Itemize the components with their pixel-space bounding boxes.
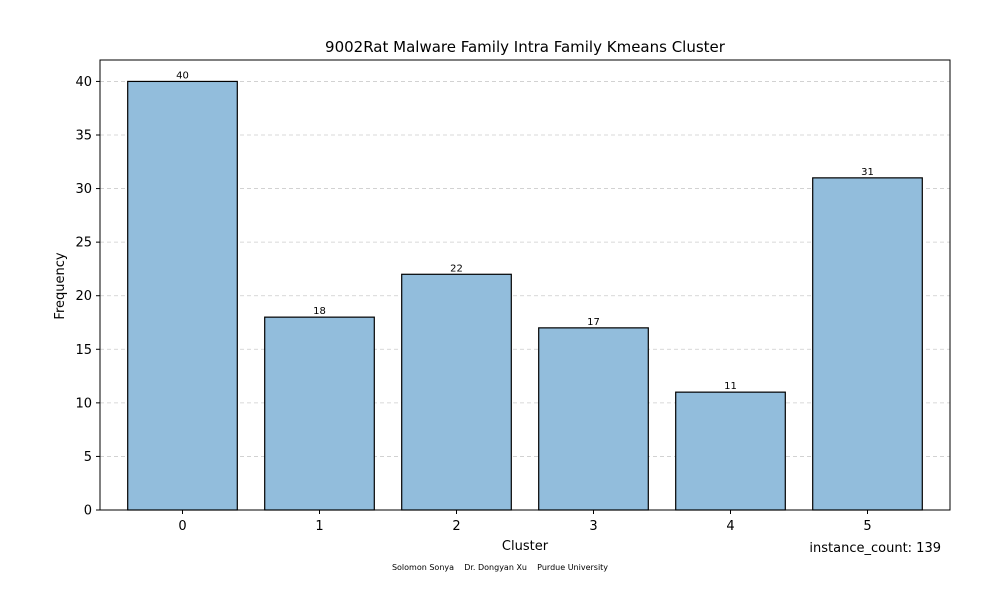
y-tick-label: 0 <box>84 504 92 519</box>
y-tick-label: 20 <box>75 289 92 304</box>
y-tick-label: 15 <box>75 343 92 358</box>
bar-cluster-4 <box>675 391 786 511</box>
data-label: 18 <box>313 306 326 317</box>
bar-cluster-3 <box>538 327 649 511</box>
bar-cluster-1 <box>264 316 375 511</box>
x-tick-label: 0 <box>178 519 186 534</box>
instance-count-note: instance_count: 139 <box>809 541 941 556</box>
grid-lines <box>100 81 950 457</box>
x-tick-label: 4 <box>726 519 734 534</box>
bar-cluster-0 <box>127 80 238 511</box>
chart-title: 9002Rat Malware Family Intra Family Kmea… <box>325 38 726 56</box>
y-tick-label: 5 <box>84 450 92 465</box>
y-tick-label: 10 <box>75 396 92 411</box>
x-axis-label: Cluster <box>502 539 549 554</box>
y-tick-label: 25 <box>75 236 92 251</box>
bar-cluster-5 <box>812 177 923 511</box>
bar-cluster-2 <box>401 273 512 511</box>
data-label: 11 <box>724 381 737 392</box>
x-ticks: 0 1 2 3 4 5 <box>178 510 872 534</box>
y-tick-label: 35 <box>75 129 92 144</box>
y-axis-label: Frequency <box>53 252 68 319</box>
data-label: 40 <box>176 70 189 81</box>
data-label: 22 <box>450 263 463 274</box>
y-tick-label: 30 <box>75 182 92 197</box>
x-tick-label: 3 <box>589 519 597 534</box>
data-label: 31 <box>861 167 874 178</box>
x-tick-label: 5 <box>863 519 871 534</box>
data-labels: 40 18 22 17 11 31 <box>176 70 874 392</box>
y-ticks: 0 5 10 15 20 25 30 35 40 <box>75 75 100 519</box>
y-tick-label: 40 <box>75 75 92 90</box>
x-tick-label: 1 <box>315 519 323 534</box>
credit-line: Solomon Sonya Dr. Dongyan Xu Purdue Univ… <box>392 563 608 572</box>
plot-frame <box>99 59 951 511</box>
x-tick-label: 2 <box>452 519 460 534</box>
data-label: 17 <box>587 317 600 328</box>
bars <box>127 80 923 511</box>
